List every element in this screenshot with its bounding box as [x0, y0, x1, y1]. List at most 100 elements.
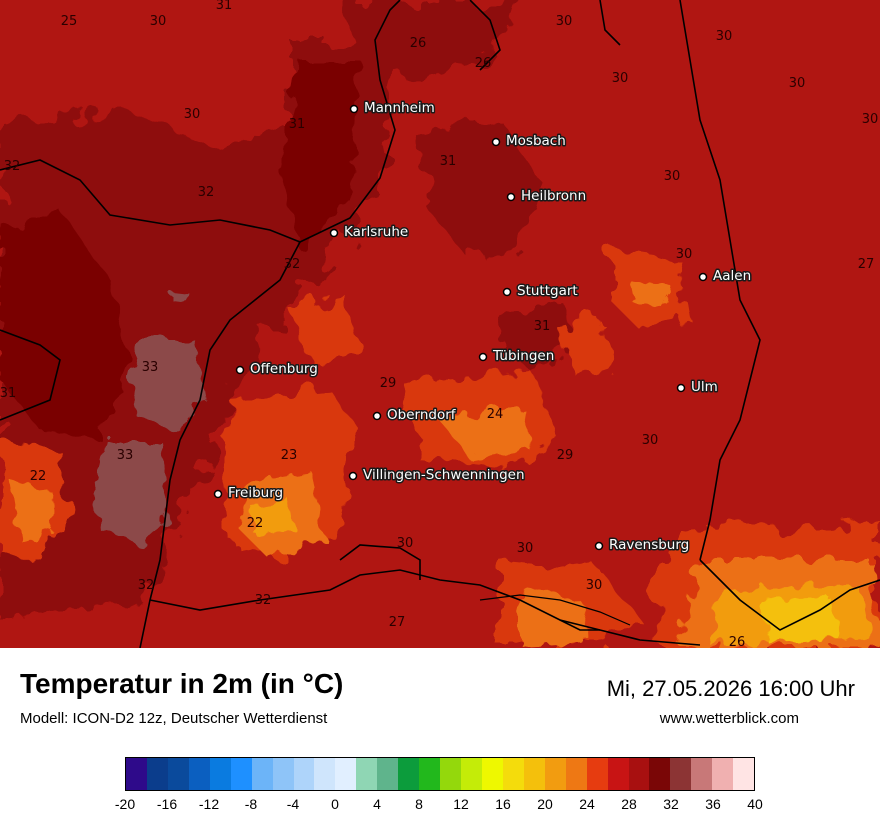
city-label: Ravensburg: [609, 537, 689, 553]
isotherm-value-label: 30: [642, 433, 659, 448]
isotherm-value-label: 30: [586, 578, 603, 593]
city-mannheim[interactable]: Mannheim: [349, 99, 436, 118]
legend-color-step: [628, 758, 650, 790]
isotherm-value-label: 32: [284, 257, 301, 272]
city-label: Mannheim: [364, 100, 435, 116]
legend-color-step: [440, 758, 461, 790]
legend-color-step: [209, 758, 231, 790]
isotherm-value-label: 30: [862, 112, 879, 127]
legend-color-step: [251, 758, 273, 790]
city-t-bingen[interactable]: Tübingen: [478, 347, 556, 366]
city-mosbach[interactable]: Mosbach: [491, 132, 567, 151]
legend-color-step: [544, 758, 566, 790]
legend-color-step: [188, 758, 210, 790]
city-freiburg[interactable]: Freiburg: [213, 484, 285, 503]
city-dot-icon: [348, 471, 358, 481]
isotherm-value-label: 25: [61, 14, 78, 29]
legend-color-step: [607, 758, 629, 790]
legend-tick-label: -20: [114, 796, 136, 812]
isotherm-value-label: 30: [612, 71, 629, 86]
city-dot-icon: [676, 383, 686, 393]
city-label: Stuttgart: [517, 283, 578, 299]
isotherm-value-label: 30: [676, 247, 693, 262]
legend-tick-label: 36: [705, 796, 721, 812]
legend-color-step: [314, 758, 336, 790]
city-label: Freiburg: [228, 485, 283, 501]
temperature-map[interactable]: 25 30 31 26 26 30 30 30 30 30 31 31 32 32 30 30 27 32 30 31…: [0, 0, 880, 648]
map-title: Temperatur in 2m (in °C): [20, 668, 344, 699]
legend-color-step: [565, 758, 587, 790]
city-dot-icon: [213, 489, 223, 499]
isotherm-value-label: 32: [4, 159, 21, 174]
city-markers[interactable]: Mannheim Mosbach Heilbronn Karlsruhe Stuttga…: [213, 99, 753, 555]
isotherm-labels: 25 30 31 26 26 30 30 30 30 30 31 31 32 32 30 30 27 32 30 31…: [0, 0, 878, 648]
isotherm-value-label: 31: [534, 319, 551, 334]
isotherm-value-label: 27: [858, 257, 875, 272]
legend-tick-label: -16: [156, 796, 178, 812]
legend-color-step: [670, 758, 692, 790]
legend-color-step: [523, 758, 545, 790]
isotherm-value-label: 27: [389, 615, 406, 630]
legend-tick-label: 0: [331, 796, 339, 812]
city-label: Ulm: [691, 379, 718, 395]
city-stuttgart[interactable]: Stuttgart: [502, 282, 579, 301]
isotherm-value-label: 30: [150, 14, 167, 29]
city-dot-icon: [372, 411, 382, 421]
legend-color-step: [691, 758, 713, 790]
footer: Temperatur in 2m (in °C) Modell: ICON-D2…: [0, 648, 880, 830]
isotherm-value-label: 30: [716, 29, 733, 44]
legend-color-step: [419, 758, 441, 790]
legend-tick-label: 8: [415, 796, 423, 812]
legend-color-step: [377, 758, 399, 790]
isotherm-value-label: 31: [216, 0, 233, 13]
city-aalen[interactable]: Aalen: [698, 267, 753, 286]
legend-tick-label: -4: [286, 796, 300, 812]
city-label: Mosbach: [506, 133, 566, 149]
legend-color-step: [481, 758, 503, 790]
isotherm-value-label: 31: [289, 117, 306, 132]
color-legend-ticks: -20 -16 -12 -8 -4 0 4 8 12 16 20 24 28 32 36 40: [0, 796, 880, 816]
legend-color-step: [356, 758, 378, 790]
city-label: Oberndorf: [387, 407, 457, 423]
model-info: Modell: ICON-D2 12z, Deutscher Wetterdie…: [20, 710, 328, 727]
city-dot-icon: [235, 365, 245, 375]
city-villingen-schwenningen[interactable]: Villingen-Schwenningen: [348, 466, 526, 485]
isotherm-value-label: 29: [380, 376, 397, 391]
city-ulm[interactable]: Ulm: [676, 378, 719, 397]
isotherm-value-label: 31: [0, 386, 16, 401]
city-offenburg[interactable]: Offenburg: [235, 360, 319, 379]
isotherm-value-label: 30: [664, 169, 681, 184]
city-label: Heilbronn: [521, 188, 586, 204]
isotherm-value-label: 26: [475, 56, 492, 71]
legend-color-step: [649, 758, 671, 790]
lake-shore: [479, 594, 631, 626]
city-ravensburg[interactable]: Ravensburg: [594, 536, 691, 555]
legend-color-step: [398, 758, 420, 790]
city-dot-icon: [506, 192, 516, 202]
legend-tick-label: 28: [621, 796, 637, 812]
isotherm-value-label: 31: [440, 154, 457, 169]
legend-color-step: [293, 758, 315, 790]
isotherm-value-label: 32: [198, 185, 215, 200]
isotherm-value-label: 30: [556, 14, 573, 29]
legend-color-step: [712, 758, 734, 790]
city-dot-icon: [491, 137, 501, 147]
city-dot-icon: [349, 104, 359, 114]
legend-tick-label: -8: [244, 796, 258, 812]
city-heilbronn[interactable]: Heilbronn: [506, 187, 588, 206]
website-link[interactable]: www.wetterblick.com: [659, 710, 799, 727]
isotherm-value-label: 30: [789, 76, 806, 91]
isotherm-value-label: 30: [397, 536, 414, 551]
legend-tick-label: 20: [537, 796, 553, 812]
isotherm-value-label: 32: [138, 578, 155, 593]
legend-color-step: [335, 758, 357, 790]
city-oberndorf[interactable]: Oberndorf: [372, 406, 458, 425]
city-dot-icon: [698, 272, 708, 282]
isotherm-value-label: 26: [729, 635, 746, 648]
city-karlsruhe[interactable]: Karlsruhe: [329, 223, 410, 242]
legend-color-step: [146, 758, 168, 790]
city-dot-icon: [594, 541, 604, 551]
legend-color-step: [461, 758, 482, 790]
legend-tick-label: 32: [663, 796, 679, 812]
city-dot-icon: [478, 352, 488, 362]
